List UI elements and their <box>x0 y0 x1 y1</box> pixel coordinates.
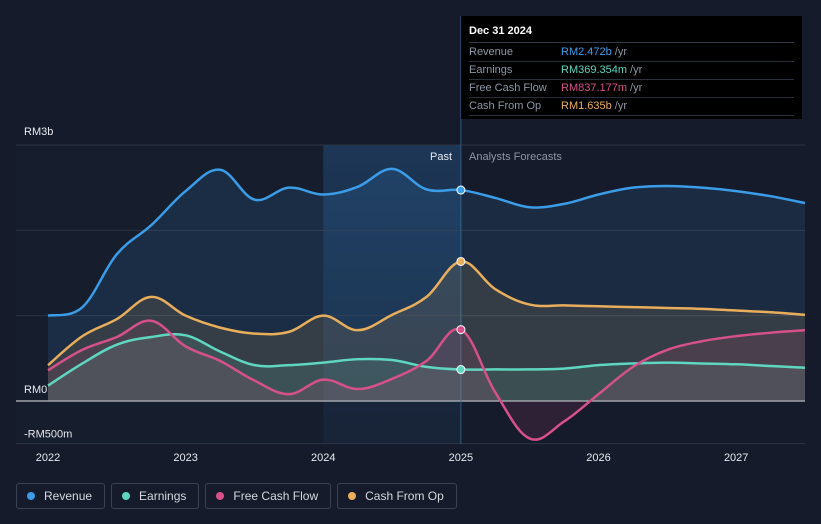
legend-item-earnings[interactable]: Earnings <box>111 483 200 509</box>
tooltip-row-earnings: Earnings RM369.354m/yr <box>469 62 794 80</box>
tooltip-label: Cash From Op <box>469 100 542 112</box>
tooltip-date: Dec 31 2024 <box>469 24 794 43</box>
tooltip-row-revenue: Revenue RM2.472b/yr <box>469 44 794 62</box>
y-tick-label: -RM500m <box>24 429 72 441</box>
series-lines <box>47 167 806 441</box>
y-axis-labels: RM3b RM0 -RM500m <box>24 126 72 441</box>
legend-item-cash-from-op[interactable]: Cash From Op <box>337 483 457 509</box>
line-earnings <box>47 332 806 387</box>
legend-label: Cash From Op <box>365 489 444 503</box>
tooltip-row-cash-from-op: Cash From Op RM1.635b/yr <box>469 98 794 116</box>
tooltip-row-free-cash-flow: Free Cash Flow RM837.177m/yr <box>469 80 794 98</box>
tooltip-value: RM1.635b <box>561 100 612 112</box>
x-tick-label: 2025 <box>449 452 473 464</box>
legend-dot-icon <box>27 492 35 500</box>
legend-dot-icon <box>216 492 225 500</box>
marker-earnings <box>456 365 466 375</box>
tooltip-unit: /yr <box>614 46 627 58</box>
legend-label: Revenue <box>44 489 93 503</box>
series-markers <box>456 185 466 375</box>
line-free-cash-flow <box>47 319 806 441</box>
marker-free-cash-flow <box>456 325 466 335</box>
tooltip-unit: /yr <box>630 82 643 94</box>
x-tick-label: 2022 <box>36 452 60 464</box>
x-axis-labels: 2022 2023 2024 2025 2026 2027 <box>36 452 749 464</box>
marker-revenue <box>456 185 466 195</box>
tooltip-value: RM2.472b <box>561 46 612 58</box>
x-tick-label: 2023 <box>173 452 197 464</box>
x-tick-label: 2024 <box>311 452 335 464</box>
tooltip: Dec 31 2024 Revenue RM2.472b/yr Earnings… <box>461 16 802 119</box>
tooltip-unit: /yr <box>614 100 627 112</box>
legend-item-free-cash-flow[interactable]: Free Cash Flow <box>205 483 332 509</box>
y-tick-label: RM3b <box>24 126 53 138</box>
area-cash-from-op <box>48 261 805 401</box>
gridlines <box>16 16 805 445</box>
tooltip-label: Earnings <box>469 64 513 76</box>
legend-dot-icon <box>122 492 131 500</box>
legend: Revenue Earnings Free Cash Flow Cash Fro… <box>16 483 457 511</box>
x-tick-label: 2027 <box>724 452 748 464</box>
line-revenue <box>47 167 806 317</box>
forecast-label: Analysts Forecasts <box>469 151 562 163</box>
highlight-band <box>323 145 461 444</box>
legend-label: Earnings <box>139 489 187 503</box>
x-tick-label: 2026 <box>586 452 610 464</box>
legend-item-revenue[interactable]: Revenue <box>16 483 106 509</box>
area-revenue <box>48 168 805 401</box>
tooltip-label: Revenue <box>469 46 514 58</box>
y-tick-label: RM0 <box>24 384 47 396</box>
area-free-cash-flow <box>48 320 805 440</box>
tooltip-value: RM837.177m <box>561 82 628 94</box>
line-cash-from-op <box>47 260 806 367</box>
tooltip-unit: /yr <box>630 64 643 76</box>
past-label: Past <box>430 151 452 163</box>
tooltip-label: Free Cash Flow <box>469 82 547 94</box>
legend-label: Free Cash Flow <box>233 489 319 503</box>
legend-dot-icon <box>348 492 357 500</box>
tooltip-value: RM369.354m <box>561 64 628 76</box>
marker-cash-from-op <box>456 256 466 266</box>
